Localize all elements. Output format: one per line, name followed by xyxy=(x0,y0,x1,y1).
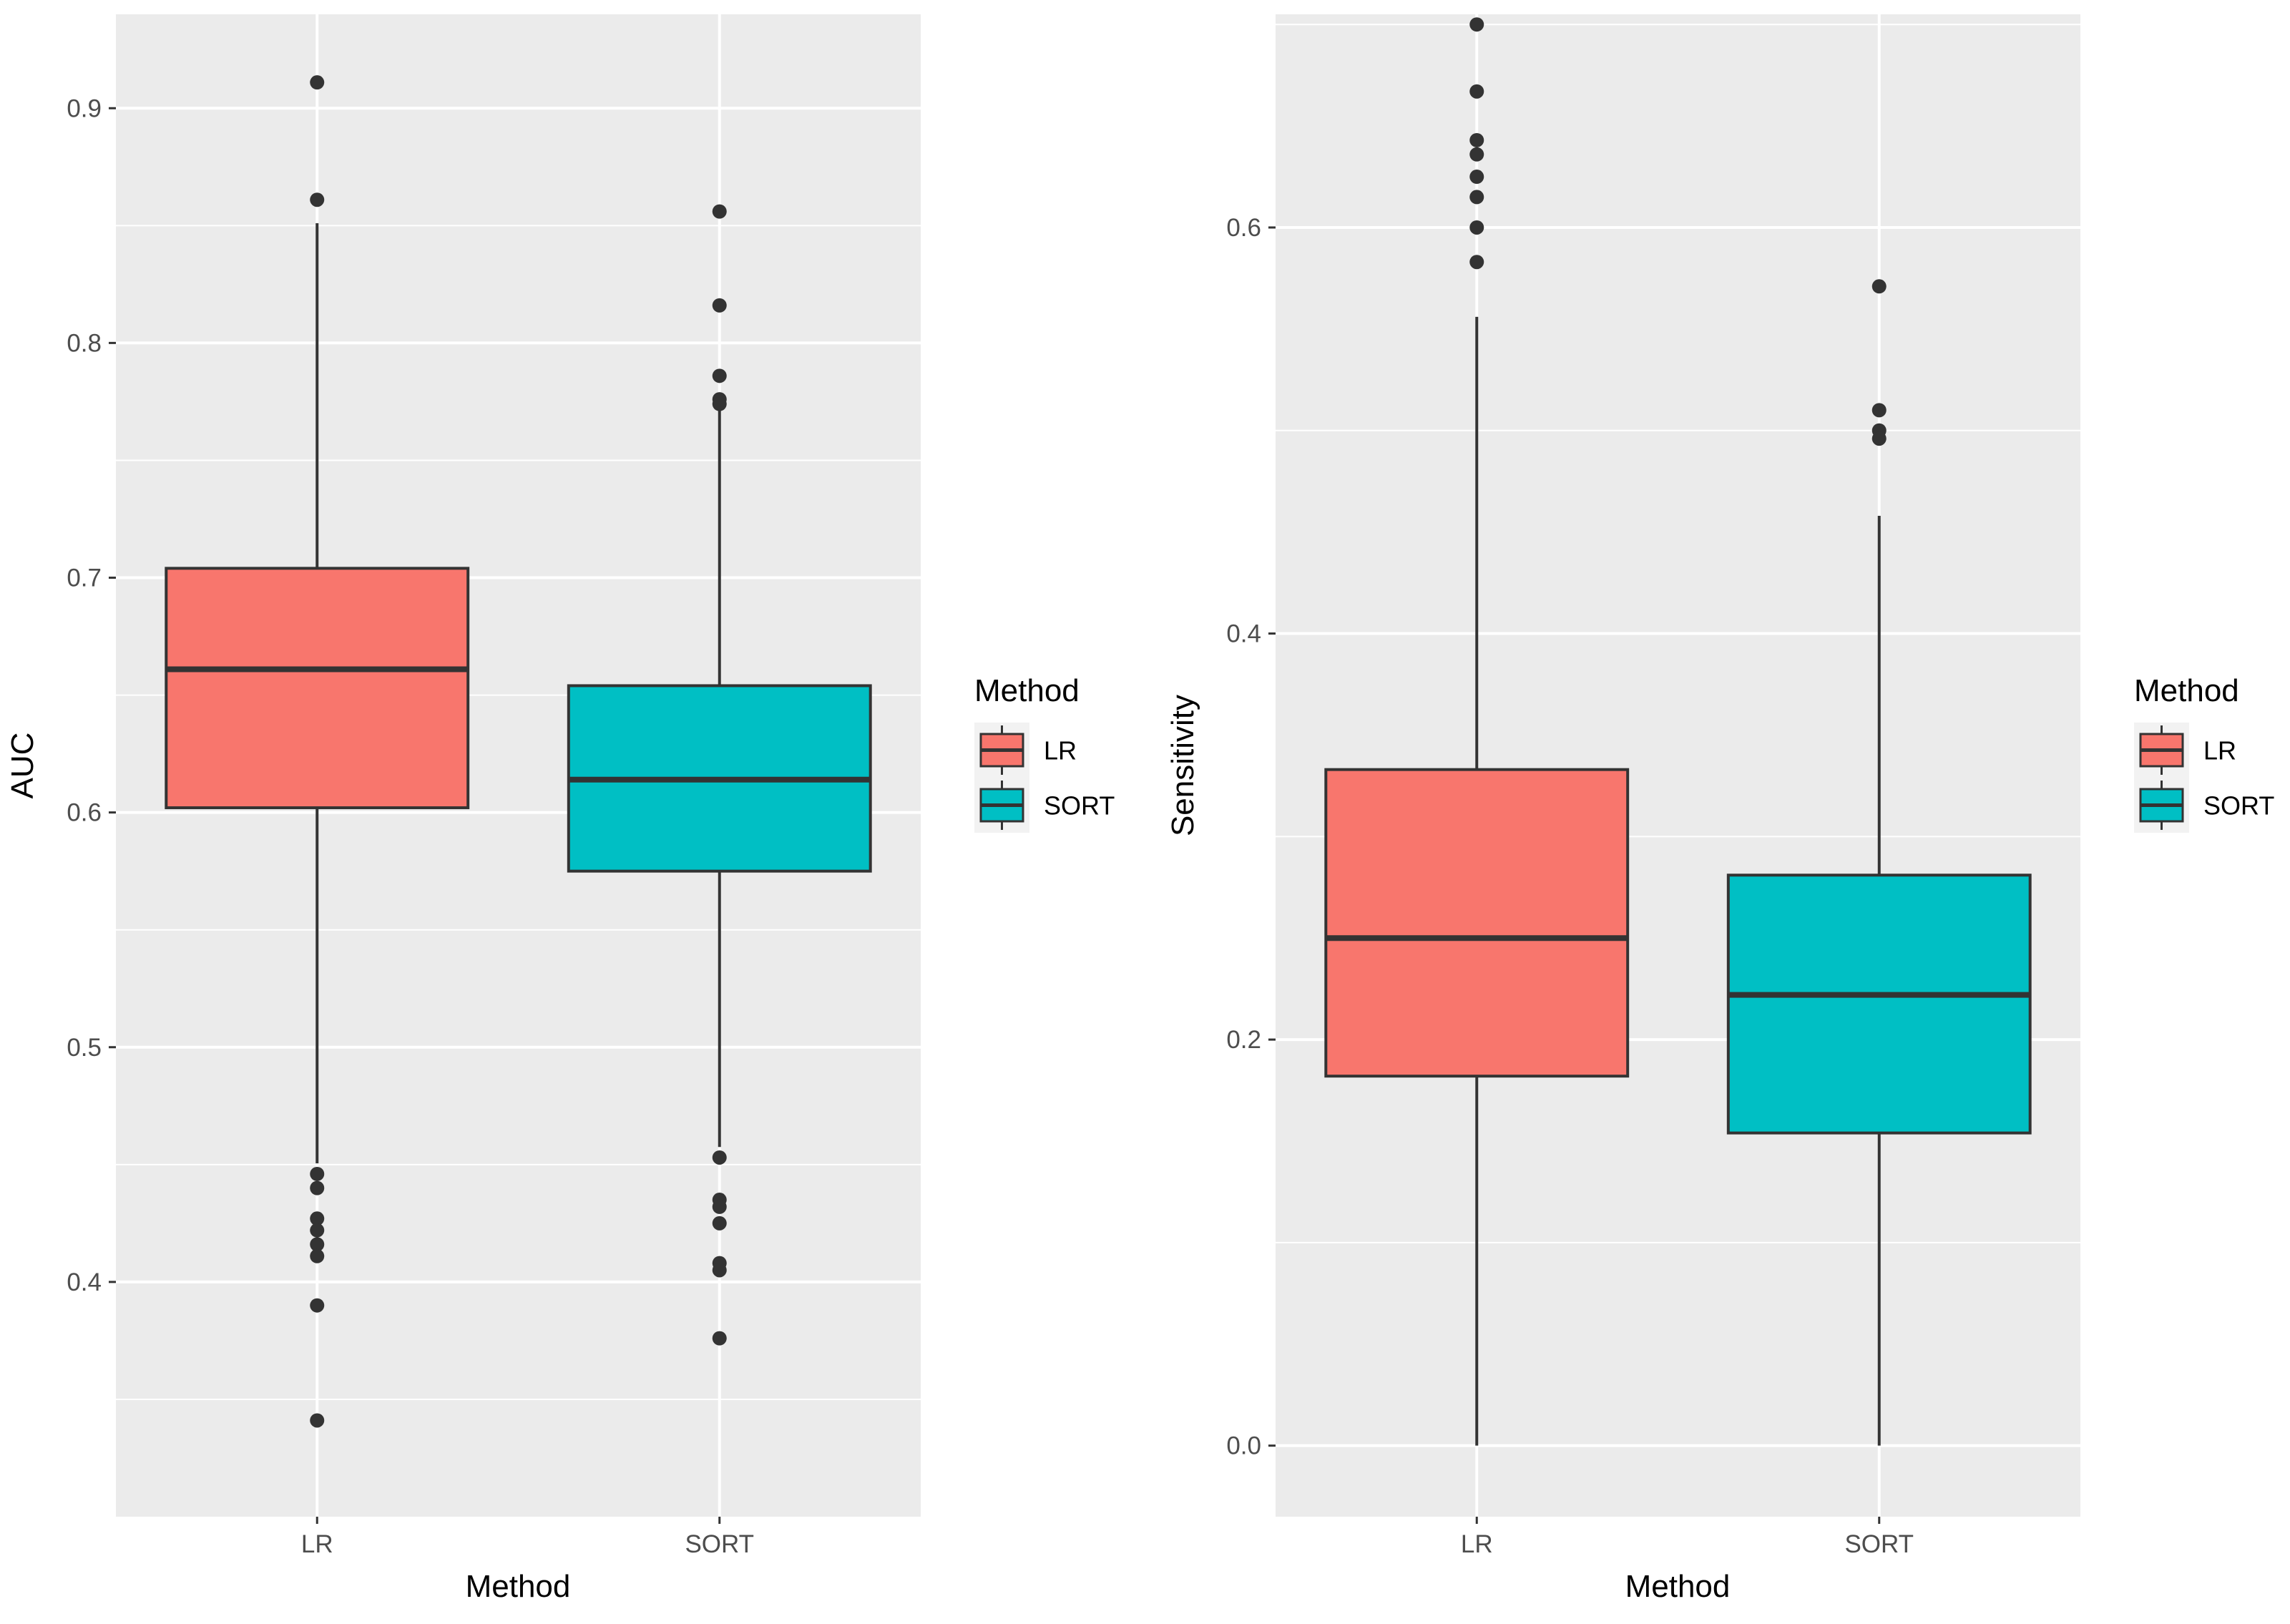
legend-label: LR xyxy=(2203,736,2236,765)
outlier-point xyxy=(310,1237,325,1252)
outlier-point xyxy=(310,192,325,207)
outlier-point xyxy=(712,1263,727,1278)
outlier-point xyxy=(1469,220,1484,235)
outlier-point xyxy=(310,75,325,90)
legend: Method LR SORT xyxy=(2134,673,2274,833)
y-tick-label: 0.0 xyxy=(1226,1432,1261,1460)
legend-label: SORT xyxy=(1044,791,1115,821)
outlier-point xyxy=(712,1150,727,1165)
legend-title: Method xyxy=(974,673,1080,708)
legend: Method LR SORT xyxy=(974,673,1115,833)
outlier-point xyxy=(1871,403,1887,418)
outlier-point xyxy=(310,1166,325,1181)
box-lr xyxy=(1324,17,1630,1446)
legend-label: LR xyxy=(1044,736,1077,765)
x-tick-label: SORT xyxy=(1844,1530,1914,1558)
plot-background xyxy=(1276,14,2080,1517)
y-tick-label: 0.4 xyxy=(1226,620,1261,648)
outlier-point xyxy=(310,1223,325,1238)
outlier-point xyxy=(1469,84,1484,99)
outlier-point xyxy=(712,1215,727,1231)
outlier-point xyxy=(1469,170,1484,185)
outlier-point xyxy=(1469,255,1484,270)
y-tick-label: 0.9 xyxy=(67,94,102,122)
outlier-point xyxy=(310,1180,325,1195)
box-body xyxy=(1324,768,1630,1078)
outlier-point xyxy=(1871,431,1887,446)
y-tick-label: 0.2 xyxy=(1226,1026,1261,1054)
box-body xyxy=(1726,874,2032,1135)
x-tick-label: LR xyxy=(301,1530,333,1558)
outlier-point xyxy=(1871,279,1887,294)
sensitivity-panel: 0.0 0.2 0.4 0.6 LR SORT Method Sensitivity Metho… xyxy=(1165,14,2274,1604)
outlier-point xyxy=(1469,17,1484,32)
legend-label: SORT xyxy=(2203,791,2274,821)
outlier-point xyxy=(712,204,727,219)
outlier-point xyxy=(310,1248,325,1263)
box-sort xyxy=(567,204,872,1346)
outlier-point xyxy=(712,1199,727,1214)
x-tick-label: LR xyxy=(1461,1530,1493,1558)
outlier-point xyxy=(712,368,727,383)
y-tick-label: 0.8 xyxy=(67,329,102,357)
outlier-point xyxy=(1469,147,1484,162)
y-tick-label: 0.6 xyxy=(1226,214,1261,242)
outlier-point xyxy=(1469,190,1484,205)
outlier-point xyxy=(1469,132,1484,147)
outlier-point xyxy=(310,1413,325,1428)
outlier-point xyxy=(310,1298,325,1313)
outlier-point xyxy=(712,298,727,313)
box-body xyxy=(165,567,470,810)
y-axis-title: AUC xyxy=(5,733,40,799)
x-tick-label: SORT xyxy=(685,1530,754,1558)
y-tick-label: 0.7 xyxy=(67,564,102,592)
box-lr xyxy=(165,75,470,1428)
outlier-point xyxy=(712,1331,727,1346)
x-axis-title: Method xyxy=(466,1569,571,1604)
y-tick-label: 0.4 xyxy=(67,1268,102,1296)
auc-panel: 0.4 0.5 0.6 0.7 0.8 0.9 LR SORT Method AUC Method L… xyxy=(5,14,1115,1604)
y-axis-title: Sensitivity xyxy=(1165,695,1200,836)
outlier-point xyxy=(712,396,727,411)
legend-title: Method xyxy=(2134,673,2239,708)
x-axis-title: Method xyxy=(1625,1569,1731,1604)
y-tick-label: 0.5 xyxy=(67,1034,102,1062)
y-tick-label: 0.6 xyxy=(67,799,102,827)
box-sort xyxy=(1726,279,2032,1446)
outlier-point xyxy=(310,1211,325,1226)
